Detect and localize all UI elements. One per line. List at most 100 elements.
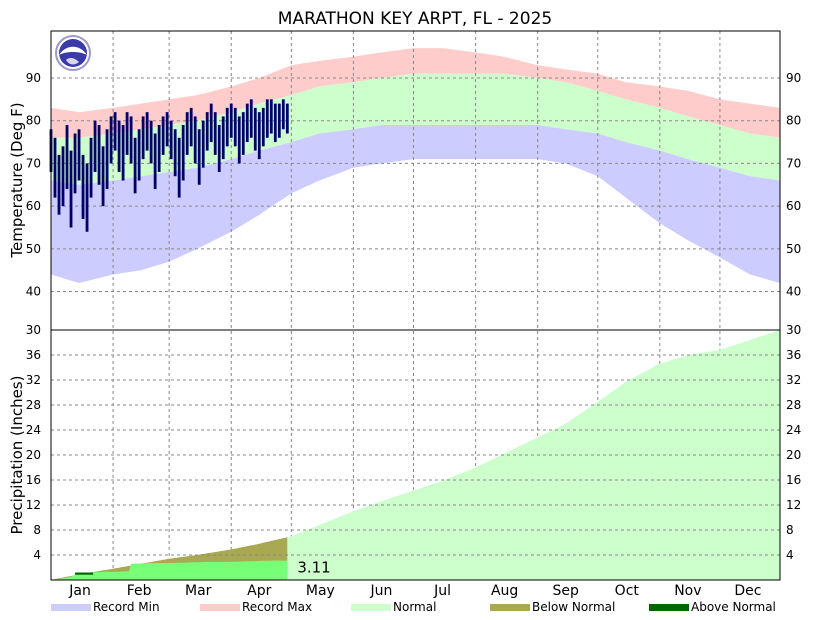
observed-temp-bar <box>93 120 97 172</box>
temp-tick-label-right: 70 <box>786 156 801 170</box>
month-label: May <box>306 583 335 599</box>
temperature-axis-label: Temperature (Deg F) <box>8 102 26 258</box>
precip-tick-label-right: 20 <box>786 448 801 462</box>
observed-temp-bar <box>261 107 265 147</box>
precip-top-label-right: 30 <box>786 323 801 337</box>
precip-plot-frame <box>50 329 781 581</box>
observed-temp-bar <box>173 129 177 177</box>
month-label: Dec <box>734 583 761 599</box>
observed-temp-bar <box>225 107 229 147</box>
observed-temp-bar <box>97 124 101 185</box>
noaa-logo <box>55 35 91 71</box>
precipitation-axis-label: Precipitation (Inches) <box>8 376 26 535</box>
observed-temp-bar <box>285 103 289 134</box>
month-label: Jun <box>370 583 393 599</box>
observed-temp-bar <box>161 116 165 155</box>
temp-tick-label-left: 90 <box>26 71 41 85</box>
observed-temp-bar <box>117 120 121 172</box>
observed-temp-bar <box>113 112 117 151</box>
precip-tick-label-left: 4 <box>33 548 41 562</box>
precip-tick-label-right: 8 <box>786 523 794 537</box>
legend-label: Above Normal <box>691 600 776 614</box>
observed-temp-bar <box>233 107 237 147</box>
observed-temp-bar <box>105 129 109 190</box>
observed-temp-bar <box>57 154 61 215</box>
normal-precip-area <box>51 330 780 580</box>
observed-temp-bar <box>73 133 77 194</box>
observed-temp-bar <box>129 116 133 164</box>
precip-tick-label-right: 24 <box>786 423 801 437</box>
precip-tick-label-right: 4 <box>786 548 794 562</box>
observed-temp-bar <box>253 107 257 151</box>
precip-tick-label-left: 8 <box>33 523 41 537</box>
precip-tick-label-left: 20 <box>26 448 41 462</box>
observed-temp-bar <box>149 120 153 164</box>
precip-tick-label-left: 36 <box>26 348 41 362</box>
observed-temp-bar <box>273 103 277 143</box>
month-axis: Jan Feb Mar Apr May Jun Jul Aug Sep Oct Nov Dec <box>68 583 761 599</box>
precip-tick-label-left: 12 <box>26 498 41 512</box>
ytd-precip-label: 3.11 <box>297 559 330 577</box>
legend-swatch <box>351 604 391 611</box>
observed-temp-bar <box>277 103 281 138</box>
observed-temp-bar <box>169 120 173 160</box>
observed-temp-bar <box>61 146 65 207</box>
precip-tick-label-right: 32 <box>786 373 801 387</box>
precip-tick-label-left: 32 <box>26 373 41 387</box>
temp-tick-label-right: 50 <box>786 242 801 256</box>
observed-temp-bar <box>269 99 273 134</box>
precip-tick-label-right: 12 <box>786 498 801 512</box>
observed-temp-bar <box>53 137 57 198</box>
precip-tick-label-left: 24 <box>26 423 41 437</box>
observed-temp-bar <box>137 129 141 181</box>
observed-temp-bar <box>193 116 197 164</box>
temp-tick-label-left: 80 <box>26 114 41 128</box>
precipitation-panel: 4 4 8 8 12 12 16 16 20 20 24 24 28 28 32 32 36 36 30 30 3.11 <box>26 323 801 581</box>
month-label: Sep <box>553 583 580 599</box>
legend-swatch <box>51 604 91 611</box>
observed-temp-bar <box>77 129 81 181</box>
observed-temp-bar <box>145 112 149 151</box>
observed-temp-bar <box>133 137 137 194</box>
observed-temp-bar <box>241 112 245 155</box>
month-label: Oct <box>615 583 640 599</box>
legend-label: Normal <box>393 600 436 614</box>
observed-temp-bar <box>257 112 261 160</box>
observed-temp-bar <box>265 99 269 138</box>
temp-tick-label-left: 70 <box>26 156 41 170</box>
legend-label: Record Max <box>242 600 312 614</box>
observed-temp-bar <box>165 112 169 147</box>
precip-top-label-left: 30 <box>26 323 41 337</box>
precip-tick-label-right: 28 <box>786 398 801 412</box>
month-label: Jan <box>68 583 91 599</box>
observed-temp-bar <box>177 137 181 198</box>
temp-tick-label-left: 60 <box>26 199 41 213</box>
observed-temp-bar <box>217 124 221 172</box>
observed-precip-area <box>51 560 288 580</box>
observed-temp-bar <box>245 103 249 143</box>
precip-tick-label-left: 28 <box>26 398 41 412</box>
precip-tick-label-left: 16 <box>26 473 41 487</box>
precip-tick-label-right: 16 <box>786 473 801 487</box>
observed-temp-bar <box>221 116 225 160</box>
temp-tick-label-right: 60 <box>786 199 801 213</box>
observed-temp-bar <box>141 116 145 160</box>
chart-title: MARATHON KEY ARPT, FL - 2025 <box>278 9 552 29</box>
month-label: Nov <box>674 583 701 599</box>
legend-swatch <box>649 604 689 611</box>
observed-temp-bar <box>213 112 217 155</box>
legend-label: Record Min <box>93 600 160 614</box>
legend-label: Below Normal <box>532 600 615 614</box>
temp-tick-label-left: 40 <box>26 285 41 299</box>
observed-temp-bar <box>249 99 253 138</box>
legend-swatch <box>200 604 240 611</box>
observed-temp-bar <box>85 163 89 232</box>
observed-temp-bar <box>101 146 105 207</box>
observed-temp-bar <box>125 112 129 155</box>
observed-temp-bar <box>153 133 157 190</box>
observed-temp-bar <box>65 124 69 190</box>
observed-temp-bar <box>181 124 185 181</box>
observed-temp-bar <box>281 99 285 130</box>
month-label: Mar <box>185 583 212 599</box>
